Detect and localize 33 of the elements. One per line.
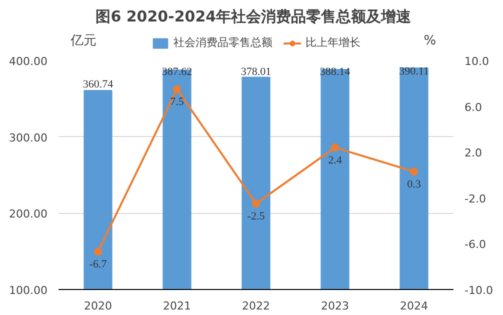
legend-label: 社会消费品零售总额: [174, 35, 272, 50]
y-tick-label: 100.00: [9, 284, 48, 297]
point: [173, 85, 181, 94]
data-label: 0.3: [407, 178, 422, 191]
x-tick-label: 2021: [163, 300, 192, 312]
data-label: 378.01: [240, 66, 272, 78]
legend-label: 比上年增长: [306, 35, 360, 50]
chart-title: 图6 2020-2024年社会消费品零售总额及增速: [96, 8, 412, 26]
data-label: 390.11: [399, 66, 429, 78]
y2-tick-label: -2.0: [464, 192, 486, 206]
data-label: 7.5: [170, 96, 184, 108]
y2-tick-label: -6.0: [464, 238, 486, 252]
x-tick-label: 2020: [84, 300, 112, 312]
point: [252, 200, 260, 208]
point: [94, 248, 102, 256]
y-axis-title: 亿元: [70, 34, 97, 48]
data-label: -6.7: [89, 258, 108, 271]
data-label: 360.74: [82, 78, 114, 90]
y-tick-label: 300.00: [9, 131, 48, 144]
point: [410, 168, 418, 176]
data-label: 2.4: [328, 154, 342, 167]
y2-axis-title: %: [424, 34, 436, 48]
x-tick-label: 2024: [400, 300, 428, 312]
y2-tick-label: 2.0: [464, 146, 482, 160]
data-label: -2.5: [247, 210, 266, 223]
point: [331, 144, 339, 152]
y-tick-label: 200.00: [9, 208, 48, 221]
y2-tick-label: 10.0: [464, 55, 489, 68]
y2-tick-label: -10.0: [464, 284, 493, 297]
y2-tick-label: 6.0: [464, 100, 482, 114]
x-tick-label: 2023: [321, 300, 350, 312]
y-tick-label: 400.00: [9, 55, 48, 68]
x-tick-label: 2022: [242, 300, 270, 312]
